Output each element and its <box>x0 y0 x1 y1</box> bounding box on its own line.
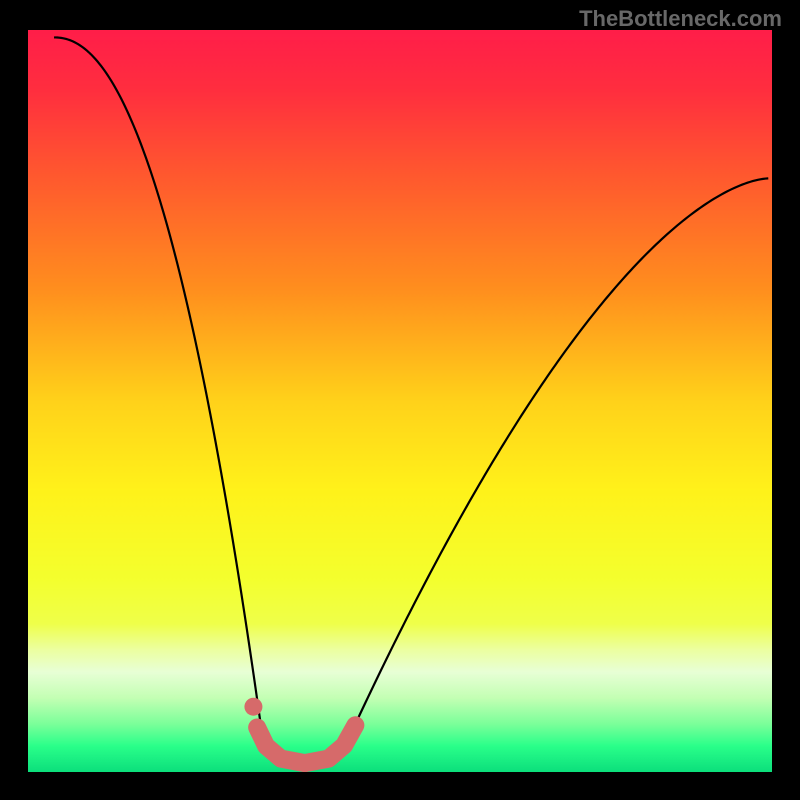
pink-dot-marker <box>244 698 262 716</box>
chart-frame: TheBottleneck.com <box>0 0 800 800</box>
curves-layer <box>28 30 772 772</box>
watermark-text: TheBottleneck.com <box>579 6 782 32</box>
plot-area <box>28 30 772 772</box>
pink-trough-highlight <box>257 725 355 763</box>
bottleneck-curve <box>54 37 768 760</box>
